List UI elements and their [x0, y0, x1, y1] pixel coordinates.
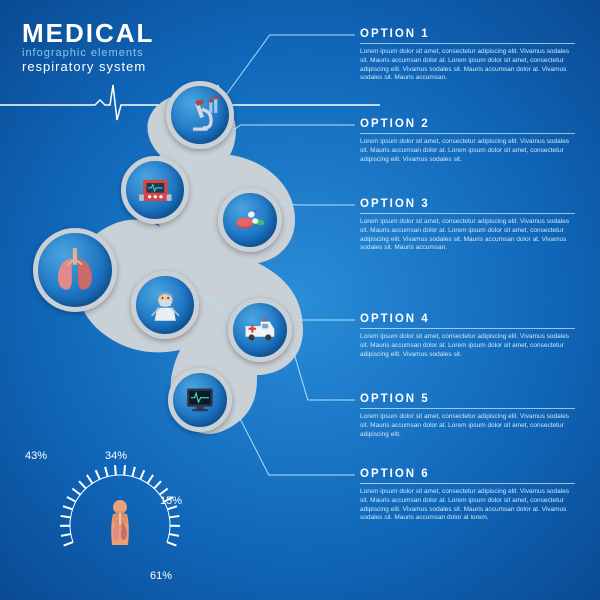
defibrillator-icon: [135, 170, 176, 211]
option-title: OPTION 2: [360, 118, 575, 130]
gauge-label-2: 15%: [160, 495, 182, 507]
respiratory-gauge: 43% 34% 15% 61%: [20, 430, 220, 580]
node-microscope: [166, 81, 234, 149]
option-divider: [360, 43, 575, 44]
title-block: MEDICAL infographic elements respiratory…: [22, 18, 154, 74]
node-monitor: [168, 368, 232, 432]
title-sub1: infographic elements: [22, 47, 154, 59]
option-title: OPTION 3: [360, 198, 575, 210]
monitor-icon: [181, 381, 219, 419]
option-body: Lorem ipsum dolor sit amet, consectetur …: [360, 218, 575, 253]
title-main: MEDICAL: [22, 18, 154, 49]
option-title: OPTION 5: [360, 393, 575, 405]
option-3: OPTION 3 Lorem ipsum dolor sit amet, con…: [360, 198, 575, 253]
microscope-icon: [180, 95, 221, 136]
option-body: Lorem ipsum dolor sit amet, consectetur …: [360, 138, 575, 164]
option-body: Lorem ipsum dolor sit amet, consectetur …: [360, 413, 575, 439]
gauge-label-1: 34%: [105, 450, 127, 462]
option-title: OPTION 4: [360, 313, 575, 325]
option-2: OPTION 2 Lorem ipsum dolor sit amet, con…: [360, 118, 575, 164]
option-divider: [360, 133, 575, 134]
option-divider: [360, 328, 575, 329]
option-title: OPTION 1: [360, 28, 575, 40]
lungs-icon: [49, 244, 101, 296]
option-divider: [360, 408, 575, 409]
node-defibrillator: [121, 156, 189, 224]
option-title: OPTION 6: [360, 468, 575, 480]
node-surgeon: [131, 271, 199, 339]
surgeon-icon: [145, 285, 186, 326]
option-5: OPTION 5 Lorem ipsum dolor sit amet, con…: [360, 393, 575, 439]
option-divider: [360, 213, 575, 214]
option-body: Lorem ipsum dolor sit amet, consectetur …: [360, 48, 575, 83]
node-lungs: [33, 228, 117, 312]
option-1: OPTION 1 Lorem ipsum dolor sit amet, con…: [360, 28, 575, 83]
option-body: Lorem ipsum dolor sit amet, consectetur …: [360, 488, 575, 523]
gauge-label-0: 43%: [25, 450, 47, 462]
option-divider: [360, 483, 575, 484]
node-pills: [218, 188, 282, 252]
ambulance-icon: [241, 311, 279, 349]
gauge-label-3: 61%: [150, 570, 172, 582]
option-body: Lorem ipsum dolor sit amet, consectetur …: [360, 333, 575, 359]
option-6: OPTION 6 Lorem ipsum dolor sit amet, con…: [360, 468, 575, 523]
option-4: OPTION 4 Lorem ipsum dolor sit amet, con…: [360, 313, 575, 359]
title-sub2: respiratory system: [22, 59, 154, 74]
pills-icon: [231, 201, 269, 239]
node-ambulance: [228, 298, 292, 362]
